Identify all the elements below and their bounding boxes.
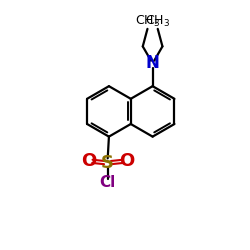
Text: O: O — [81, 152, 96, 170]
Text: O: O — [119, 152, 134, 170]
Text: N: N — [146, 54, 160, 72]
Text: Cl: Cl — [100, 175, 116, 190]
Text: CH$_3$: CH$_3$ — [135, 14, 160, 29]
Text: CH$_3$: CH$_3$ — [145, 14, 170, 29]
Text: S: S — [101, 154, 114, 172]
